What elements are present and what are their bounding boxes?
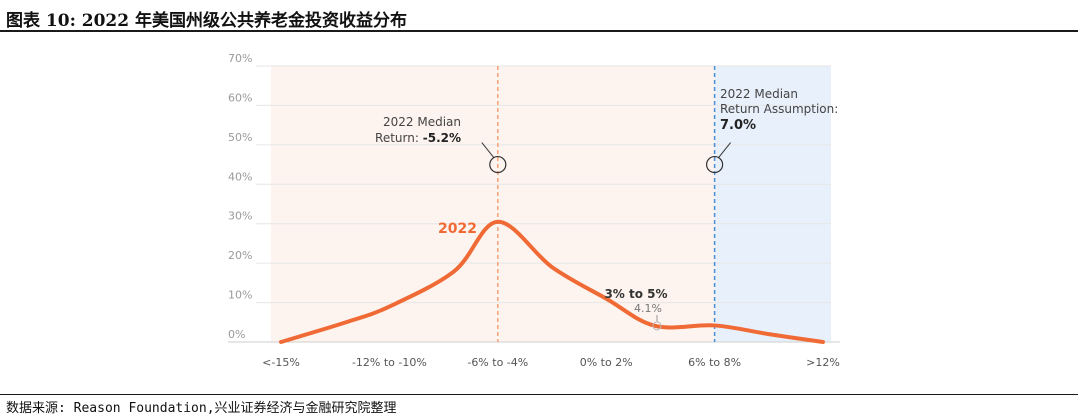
x-tick-label: 0% to 2% (580, 356, 633, 369)
series-2022-curve (279, 219, 825, 344)
y-tick-label: 20% (228, 249, 252, 262)
y-tick-label: 30% (228, 210, 252, 223)
figure-title: 图表 10: 2022 年美国州级公共养老金投资收益分布 (6, 11, 408, 31)
median-label-line1: 2022 Median (383, 115, 461, 129)
y-tick-label: 10% (228, 289, 252, 302)
y-tick-label: 70% (228, 52, 252, 65)
y-tick-label: 50% (228, 131, 252, 144)
assumption-leader (718, 142, 731, 158)
x-tick-label: -6% to -4% (467, 356, 528, 369)
range-marker (652, 321, 662, 331)
x-tick-label: >12% (806, 356, 840, 369)
assumption-marker (705, 155, 724, 174)
y-tick-label: 0% (228, 328, 245, 341)
assumption-label-line1: 2022 Median (720, 87, 798, 101)
assumption-label-line2: Return Assumption: (720, 102, 838, 116)
source-note: 数据来源: Reason Foundation,兴业证券经济与金融研究院整理 (6, 401, 397, 416)
x-tick-label: 6% to 8% (688, 356, 741, 369)
range-value: 4.1% (634, 302, 662, 315)
y-tick-label: 40% (228, 170, 252, 183)
middle-shaded-region (497, 66, 715, 342)
series-label-2022: 2022 (438, 221, 477, 237)
median-leader (481, 142, 495, 158)
median-label-line2: Return: -5.2% (375, 131, 461, 145)
assumption-value: 7.0% (720, 118, 756, 133)
left-shaded-region (271, 66, 498, 342)
y-axis-ticks: 0% 10% 20% 30% 40% 50% 60% 70% (228, 52, 252, 341)
right-shaded-region (714, 66, 831, 342)
range-label: 3% to 5% (604, 287, 667, 301)
x-tick-label: -12% to -10% (352, 356, 427, 369)
return-distribution-chart: 0% 10% 20% 30% 40% 50% 60% 70% <-15% -12% to -10… (228, 52, 840, 369)
figure-header: 图表 10: 2022 年美国州级公共养老金投资收益分布 (0, 0, 1078, 31)
title-rule (0, 30, 1078, 32)
x-axis-ticks: <-15% -12% to -10% -6% to -4% 0% to 2% 6% to… (262, 356, 840, 369)
x-tick-label: <-15% (262, 356, 300, 369)
median-value: -5.2% (423, 131, 461, 145)
footer-rule (0, 394, 1078, 395)
y-tick-label: 60% (228, 91, 252, 104)
median-marker (489, 155, 507, 174)
gridlines (256, 65, 831, 304)
